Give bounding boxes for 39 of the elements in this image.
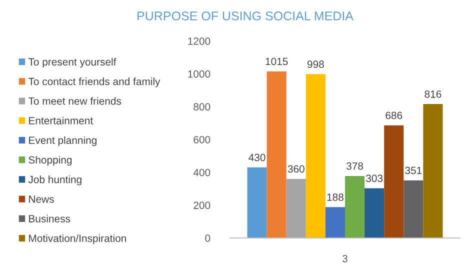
bar — [345, 176, 365, 238]
data-label: 188 — [327, 194, 344, 201]
legend-label: Entertainment — [29, 116, 94, 124]
bar — [384, 125, 404, 238]
bar — [423, 104, 443, 238]
chart-title: PURPOSE OF USING SOCIAL MEDIA — [138, 12, 354, 20]
legend-label: News — [29, 196, 54, 203]
y-tick-label: 400 — [193, 168, 210, 176]
y-tick-label: 0 — [205, 234, 210, 242]
bar — [404, 180, 424, 238]
data-label: 303 — [366, 174, 383, 182]
y-tick-label: 600 — [194, 136, 210, 144]
legend-label: Job hunting — [28, 176, 82, 186]
bar — [306, 74, 326, 238]
data-label: 1015 — [266, 58, 288, 66]
bar — [364, 188, 384, 238]
legend-label: Shopping — [28, 156, 72, 166]
y-tick-label: 1200 — [188, 38, 210, 45]
legend-label: Business — [29, 214, 70, 222]
legend-label: Motivation/Inspiration — [29, 234, 126, 244]
y-tick-label: 800 — [194, 103, 210, 111]
data-label: 378 — [346, 162, 364, 170]
bar — [266, 71, 286, 238]
data-label: 351 — [405, 166, 422, 174]
legend-label: To meet new friends — [28, 97, 122, 105]
bar — [286, 178, 306, 238]
data-label: 686 — [386, 112, 402, 120]
data-label: 816 — [424, 90, 442, 98]
data-label: 430 — [248, 154, 266, 162]
x-tick-label: 3 — [342, 254, 348, 262]
legend-label: To present yourself — [28, 58, 116, 68]
y-tick-label: 1000 — [188, 70, 210, 78]
legend-label: To contact friends and family — [28, 78, 160, 88]
bar — [247, 167, 267, 238]
y-tick-label: 200 — [194, 202, 210, 210]
data-label: 998 — [307, 60, 324, 68]
data-label: 360 — [288, 165, 304, 173]
bar — [325, 207, 345, 238]
legend-label: Event planning — [29, 136, 96, 146]
